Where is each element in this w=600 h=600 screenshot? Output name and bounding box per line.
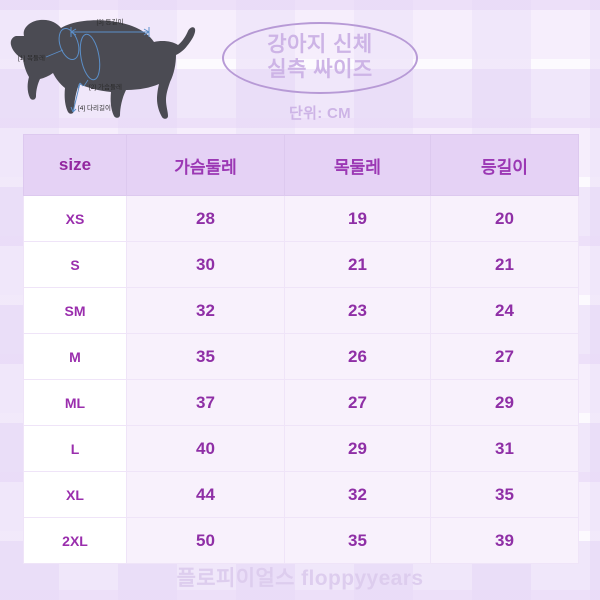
- dog-diagram-svg: [3] 등길이 [1] 목둘레 [2] 가슴둘레 [4] 다리길이: [10, 17, 196, 119]
- dog-silhouette-shape: [10, 19, 196, 119]
- column-header-neck: 목둘레: [284, 134, 431, 196]
- column-header-size: size: [23, 134, 127, 196]
- cell-back: 35: [430, 471, 579, 518]
- table-row: M 35 26 27: [23, 333, 579, 380]
- cell-neck: 19: [284, 195, 431, 242]
- cell-neck: 29: [284, 425, 431, 472]
- table-body: XS 28 19 20 S 30 21 21 SM 32 23: [23, 195, 579, 564]
- cell-neck: 27: [284, 379, 431, 426]
- table-row: ML 37 27 29: [23, 379, 579, 426]
- cell-chest: 32: [126, 287, 285, 334]
- title-block: 강아지 신체 실측 싸이즈 단위: CM: [205, 22, 435, 123]
- cell-back: 27: [430, 333, 579, 380]
- dog-measurement-diagram: [3] 등길이 [1] 목둘레 [2] 가슴둘레 [4] 다리길이: [0, 0, 205, 128]
- label-neck-girth: [1] 목둘레: [18, 53, 45, 62]
- cell-back: 24: [430, 287, 579, 334]
- label-leg-length: [4] 다리길이: [78, 103, 111, 112]
- table-row: XL 44 32 35: [23, 471, 579, 518]
- cell-size: XS: [23, 195, 127, 242]
- table-row: SM 32 23 24: [23, 287, 579, 334]
- brand-footer: 플로피이얼스 floppyyears: [176, 567, 424, 590]
- title-oval-badge: 강아지 신체 실측 싸이즈: [222, 22, 418, 94]
- title-line-2: 실측 싸이즈: [267, 58, 373, 81]
- table-row: S 30 21 21: [23, 241, 579, 288]
- unit-note: 단위: CM: [289, 105, 351, 122]
- cell-chest: 30: [126, 241, 285, 288]
- cell-size: M: [23, 333, 127, 380]
- table-row: XS 28 19 20: [23, 195, 579, 242]
- column-header-back: 등길이: [430, 134, 579, 196]
- cell-back: 21: [430, 241, 579, 288]
- title-line-1: 강아지 신체: [267, 33, 373, 57]
- back-length-dimension: [70, 27, 150, 37]
- cell-back: 31: [430, 425, 579, 472]
- label-back-length: [3] 등길이: [97, 17, 124, 26]
- neck-leader-line: [45, 49, 64, 58]
- cell-size: ML: [23, 379, 127, 426]
- size-chart-table: size 가슴둘레 목둘레 등길이 XS 28 19 20 S: [23, 134, 579, 564]
- cell-chest: 28: [126, 195, 285, 242]
- cell-back: 39: [430, 517, 579, 564]
- cell-size: 2XL: [23, 517, 127, 564]
- cell-chest: 44: [126, 471, 285, 518]
- cell-size: SM: [23, 287, 127, 334]
- table-header: size 가슴둘레 목둘레 등길이: [23, 134, 579, 196]
- cell-chest: 37: [126, 379, 285, 426]
- size-table-container: size 가슴둘레 목둘레 등길이 XS 28 19 20 S: [23, 134, 579, 564]
- table-header-row: size 가슴둘레 목둘레 등길이: [23, 134, 579, 196]
- leg-length-dimension: [70, 82, 84, 113]
- chest-measure-loop: [79, 33, 101, 81]
- neck-measure-loop: [58, 28, 80, 60]
- chest-leader-line: [83, 79, 89, 87]
- cell-size: XL: [23, 471, 127, 518]
- cell-size: L: [23, 425, 127, 472]
- label-chest-girth: [2] 가슴둘레: [89, 82, 122, 91]
- cell-chest: 40: [126, 425, 285, 472]
- cell-chest: 35: [126, 333, 285, 380]
- cell-neck: 32: [284, 471, 431, 518]
- column-header-chest: 가슴둘레: [126, 134, 285, 196]
- cell-size: S: [23, 241, 127, 288]
- table-row: L 40 29 31: [23, 425, 579, 472]
- cell-back: 29: [430, 379, 579, 426]
- cell-neck: 26: [284, 333, 431, 380]
- cell-neck: 35: [284, 517, 431, 564]
- cell-neck: 21: [284, 241, 431, 288]
- cell-chest: 50: [126, 517, 285, 564]
- table-row: 2XL 50 35 39: [23, 517, 579, 564]
- cell-back: 20: [430, 195, 579, 242]
- cell-neck: 23: [284, 287, 431, 334]
